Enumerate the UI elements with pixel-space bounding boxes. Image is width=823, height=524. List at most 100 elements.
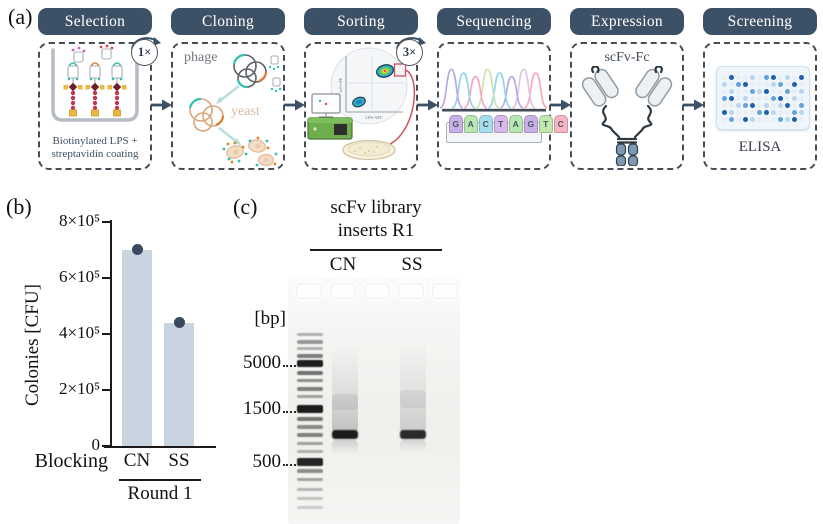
elisa-well [778, 116, 783, 122]
ladder-band [297, 405, 323, 413]
gel-well [432, 283, 458, 299]
elisa-well [771, 74, 776, 80]
y-axis-ticks: 0 2×10⁵ 4×10⁵ 6×10⁵ 8×10⁵ [0, 211, 110, 454]
marker-5000: 5000 [230, 352, 296, 374]
elisa-well [722, 95, 727, 101]
ladder-band [297, 395, 323, 398]
ss-smear [400, 340, 426, 432]
selection-repeat-count: 1× [131, 39, 158, 66]
assay-label: ELISA [738, 139, 782, 155]
gel-well [364, 283, 390, 299]
yeast-label: yeast [231, 104, 260, 119]
marker-500-label: 500 [252, 451, 282, 472]
base-C: C [554, 115, 568, 133]
selection-caption: Biotinylated LPS + streptavidin coating [40, 135, 150, 161]
elisa-well [764, 102, 769, 108]
elisa-well [757, 116, 762, 122]
base-A: A [464, 115, 478, 133]
elisa-well [799, 102, 804, 108]
stage-expression: Expression scFv-Fc [570, 8, 684, 170]
elisa-well [778, 74, 783, 80]
marker-500-leader [283, 464, 296, 466]
elisa-well [799, 95, 804, 101]
y-tick-mark [102, 333, 110, 336]
elisa-well [722, 109, 727, 115]
marker-5000-leader [283, 365, 296, 367]
elisa-well [722, 81, 727, 87]
elisa-well [792, 102, 797, 108]
bar-CN [122, 250, 152, 446]
elisa-well [764, 81, 769, 87]
elisa-well [799, 116, 804, 122]
y-tick-label: 6×10⁵ [58, 267, 100, 286]
elisa-well [778, 95, 783, 101]
gel-title-rule [310, 249, 442, 252]
y-tick-label: 8×10⁵ [58, 211, 100, 230]
stage-sorting: Sorting scFv-PE LPS-APC [304, 8, 418, 170]
stage-header-cloning: Cloning [171, 8, 285, 35]
y-tick-mark [102, 445, 110, 448]
elisa-well [785, 116, 790, 122]
stage-screening: Screening ELISA [703, 8, 817, 170]
elisa-well [736, 88, 741, 94]
y-tick-label: 0 [91, 435, 101, 454]
ss-smear-band [400, 390, 426, 408]
stage-box-sorting: scFv-PE LPS-APC [304, 42, 418, 170]
elisa-well [792, 81, 797, 87]
selection-repeat-badge: 1× [128, 33, 162, 67]
ladder-band [297, 340, 323, 344]
elisa-well [736, 81, 741, 87]
cn-smear [332, 346, 358, 432]
elisa-well [764, 109, 769, 115]
chromatogram-peak [499, 75, 524, 109]
ladder-band [297, 497, 323, 500]
ladder-band [297, 360, 323, 367]
base-T: T [539, 115, 553, 133]
elisa-well [750, 116, 755, 122]
stage-box-selection: Biotinylated LPS + streptavidin coating [38, 42, 152, 170]
gel-well [296, 283, 322, 299]
ladder-band [297, 379, 323, 382]
elisa-well [729, 95, 734, 101]
elisa-well [757, 88, 762, 94]
chromatogram-peaks [439, 68, 548, 112]
group-label: Round 1 [127, 483, 193, 504]
elisa-well [729, 116, 734, 122]
flow-x-axis-label: LPS-APC [365, 115, 382, 120]
chromatogram-peak [523, 72, 548, 109]
ladder-band [297, 478, 323, 481]
elisa-well [750, 102, 755, 108]
elisa-well [729, 109, 734, 115]
marker-5000-label: 5000 [243, 352, 281, 373]
ladder-band [297, 417, 323, 421]
elisa-well [736, 102, 741, 108]
bp-unit-label: [bp] [254, 308, 286, 329]
selection-caption-line2: streptavidin coating [51, 148, 139, 160]
elisa-well [771, 95, 776, 101]
ladder-band [297, 433, 323, 437]
elisa-well [750, 88, 755, 94]
gel-ladder-lane [296, 278, 324, 524]
x-cat-labels: CN SS [112, 450, 212, 474]
elisa-well [792, 88, 797, 94]
y-tick-mark [102, 221, 110, 224]
elisa-well [778, 88, 783, 94]
cn-smear-band [332, 394, 358, 410]
elisa-well [743, 95, 748, 101]
elisa-well [722, 74, 727, 80]
elisa-well [722, 116, 727, 122]
sorting-repeat-badge: 3× [393, 33, 427, 67]
elisa-well [743, 116, 748, 122]
y-tick-mark [102, 389, 110, 392]
stage-header-sorting: Sorting [304, 8, 418, 35]
elisa-well [799, 81, 804, 87]
elisa-well [736, 74, 741, 80]
arrow-selection-to-cloning-icon [151, 99, 172, 111]
arrow-sequencing-to-expression-icon [550, 99, 571, 111]
gel-title-line2: inserts R1 [337, 220, 415, 241]
elisa-well [785, 88, 790, 94]
stage-box-expression: scFv-Fc [570, 42, 684, 170]
y-axis-line [110, 220, 113, 448]
bar-plot [112, 222, 212, 446]
